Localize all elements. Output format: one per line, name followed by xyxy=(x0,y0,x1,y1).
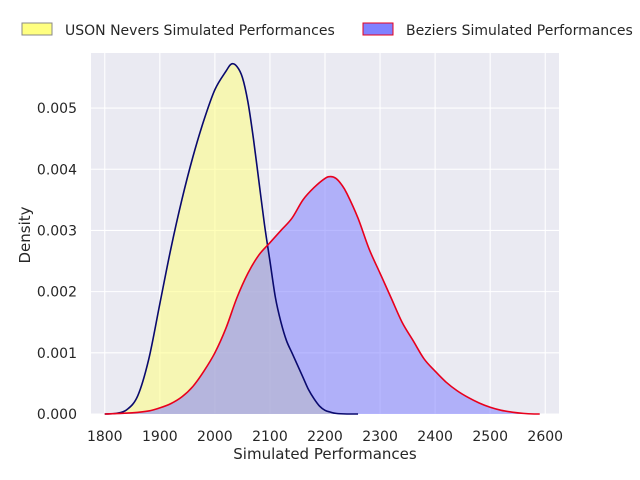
legend: USON Nevers Simulated Performances Bezier… xyxy=(21,22,633,39)
legend-swatch-series-0 xyxy=(21,22,53,36)
density-lines xyxy=(104,62,540,415)
y-tick-label: 0.004 xyxy=(37,162,77,178)
x-tick-label: 1800 xyxy=(87,429,123,445)
y-tick-label: 0.003 xyxy=(37,223,77,239)
x-tick-labels: 1800 1900 2000 2100 2200 2300 2400 2500 2600 xyxy=(87,429,563,445)
density-line-series-0 xyxy=(104,62,359,415)
density-line-series-1 xyxy=(104,175,540,415)
y-tick-label: 0.005 xyxy=(37,101,77,117)
density-area-series-1 xyxy=(104,176,540,414)
x-tick-label: 2500 xyxy=(472,429,508,445)
y-axis-label: Density xyxy=(16,206,34,263)
x-tick-label: 2300 xyxy=(362,429,398,445)
y-tick-labels: 0.000 0.001 0.002 0.003 0.004 0.005 xyxy=(37,101,77,423)
x-tick-label: 1900 xyxy=(142,429,178,445)
x-tick-label: 2000 xyxy=(197,429,233,445)
y-tick-label: 0.000 xyxy=(37,407,77,423)
legend-swatch-series-1 xyxy=(362,22,394,36)
legend-label-series-0: USON Nevers Simulated Performances xyxy=(65,23,335,39)
x-tick-label: 2600 xyxy=(527,429,563,445)
x-tick-label: 2200 xyxy=(307,429,343,445)
x-tick-label: 2100 xyxy=(252,429,288,445)
x-axis-label: Simulated Performances xyxy=(233,445,417,463)
x-tick-label: 2400 xyxy=(417,429,453,445)
y-tick-label: 0.001 xyxy=(37,346,77,362)
density-areas xyxy=(104,63,540,414)
legend-label-series-1: Beziers Simulated Performances xyxy=(406,23,633,39)
density-area-series-0 xyxy=(104,63,359,414)
y-tick-label: 0.002 xyxy=(37,285,77,301)
